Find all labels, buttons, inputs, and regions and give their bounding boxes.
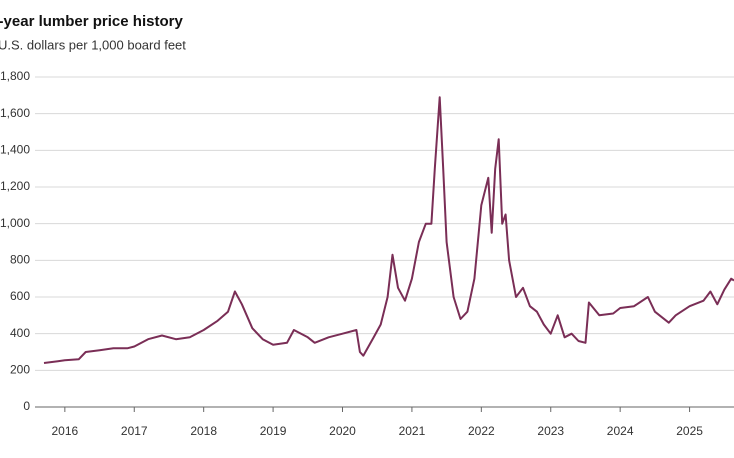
x-tick-label: 2023 [537, 424, 564, 438]
y-tick-label: 1,800 [0, 69, 30, 83]
x-tick-label: 2016 [51, 424, 78, 438]
x-tick-label: 2017 [121, 424, 148, 438]
x-tick-label: 2025 [676, 424, 703, 438]
x-tick-label: 2024 [607, 424, 634, 438]
x-tick-label: 2019 [260, 424, 287, 438]
chart-subtitle: U.S. dollars per 1,000 board feet [0, 37, 186, 52]
x-tick-label: 2022 [468, 424, 495, 438]
y-tick-label: 400 [10, 326, 30, 340]
y-tick-label: 1,600 [0, 106, 30, 120]
y-tick-label: 1,200 [0, 179, 30, 193]
y-tick-label: 0 [23, 399, 30, 413]
chart-title: Ten-year lumber price history [0, 13, 183, 30]
y-tick-label: 1,000 [0, 216, 30, 230]
series-line [43, 96, 734, 364]
y-tick-label: 200 [10, 363, 30, 377]
x-tick-label: 2021 [399, 424, 426, 438]
x-tick-label: 2018 [190, 424, 217, 438]
y-tick-label: 600 [10, 289, 30, 303]
y-tick-label: 800 [10, 253, 30, 267]
x-tick-label: 2020 [329, 424, 356, 438]
y-tick-label: 1,400 [0, 143, 30, 157]
